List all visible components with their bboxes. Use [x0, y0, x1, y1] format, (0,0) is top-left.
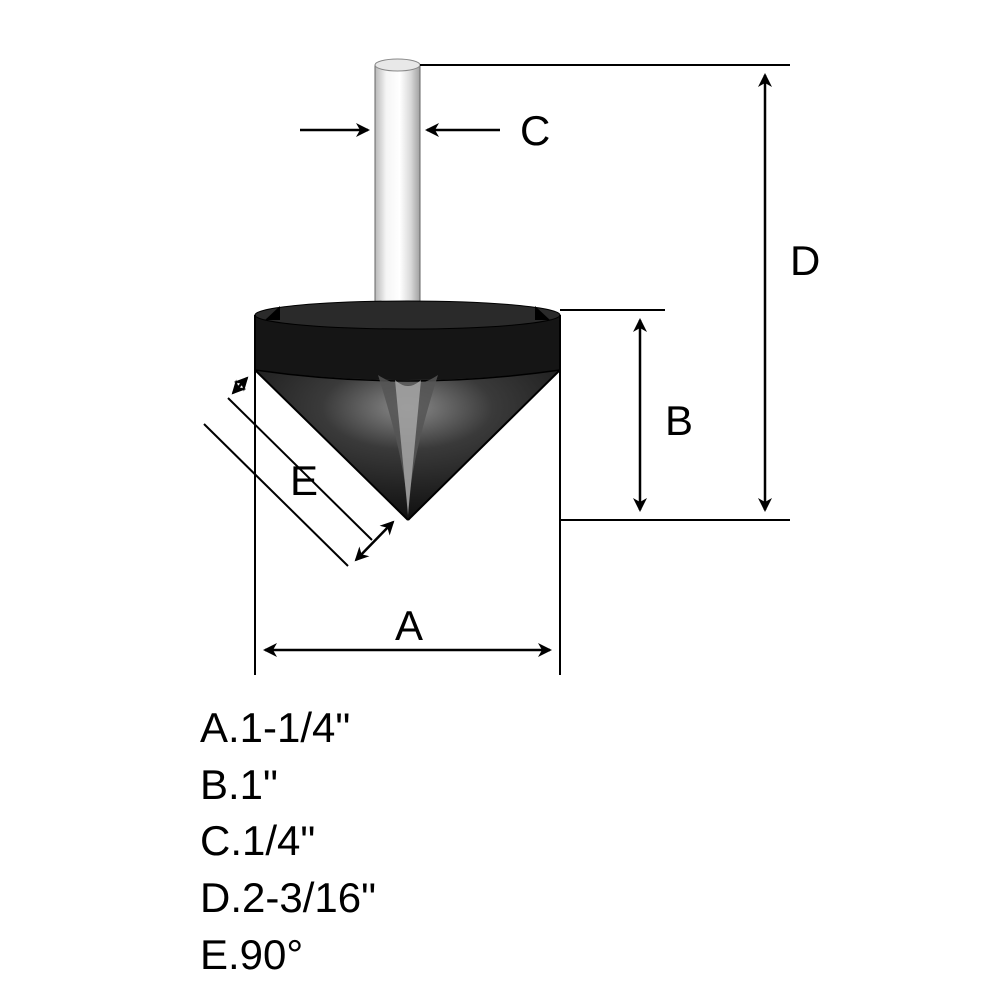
spec-d: D.2-3/16" — [200, 870, 376, 927]
diagram-container: D B C A E A.1-1/4" B.1" C.1/4" D.2-3/16"… — [0, 0, 1000, 1000]
label-a: A — [395, 602, 423, 649]
spec-c: C.1/4" — [200, 813, 376, 870]
label-e: E — [290, 457, 318, 504]
label-c: C — [520, 107, 550, 154]
shank-top — [375, 59, 420, 71]
label-b: B — [665, 397, 693, 444]
shank — [375, 65, 420, 310]
label-d: D — [790, 237, 820, 284]
spec-list: A.1-1/4" B.1" C.1/4" D.2-3/16" E.90° — [200, 700, 376, 983]
bit-top-face — [255, 301, 560, 329]
spec-e: E.90° — [200, 927, 376, 984]
spec-b: B.1" — [200, 757, 376, 814]
technical-drawing: D B C A E — [0, 0, 1000, 1000]
spec-a: A.1-1/4" — [200, 700, 376, 757]
